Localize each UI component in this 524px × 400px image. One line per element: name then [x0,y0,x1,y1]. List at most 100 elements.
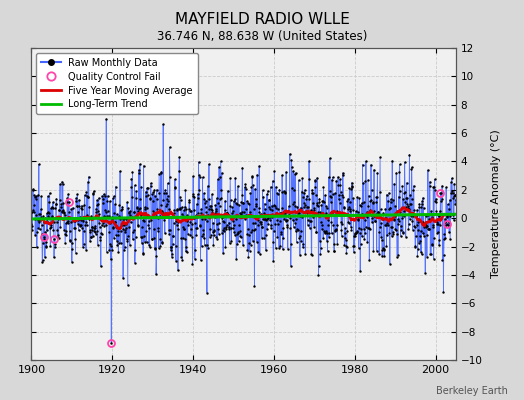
Point [47,224,56,230]
Point [100,223,108,229]
Point [42,239,50,245]
Point [316,209,324,216]
Point [376,154,384,160]
Point [328,210,336,216]
Point [280,188,288,194]
Point [365,226,374,232]
Point [305,158,313,164]
Point [138,224,146,231]
Point [50,254,58,261]
Point [420,232,428,239]
Point [96,236,104,243]
Point [63,220,72,226]
Point [269,238,277,245]
Point [328,230,336,237]
Point [182,244,190,250]
Point [322,238,331,244]
Point [87,213,95,219]
Point [72,203,81,209]
Point [170,210,178,216]
Point [162,201,171,208]
Point [82,189,91,196]
Point [65,198,73,205]
Point [192,224,200,231]
Point [137,240,146,246]
Point [28,209,36,216]
Point [215,203,224,209]
Point [365,225,373,232]
Point [381,222,389,229]
Point [310,223,318,230]
Point [85,226,94,233]
Point [81,192,89,198]
Point [135,170,143,176]
Point [277,209,285,216]
Point [394,220,402,227]
Point [144,192,152,198]
Point [91,222,99,229]
Point [117,228,125,234]
Point [278,204,286,211]
Point [342,242,350,249]
Point [86,234,95,240]
Point [285,203,293,210]
Point [189,173,198,180]
Point [30,202,38,208]
Point [131,247,139,254]
Point [276,210,284,216]
Point [240,214,248,220]
Point [377,234,385,240]
Point [94,200,102,207]
Point [236,233,244,239]
Point [30,192,39,198]
Point [129,209,138,215]
Point [173,206,181,212]
Point [435,208,444,214]
Point [135,196,144,202]
Point [231,196,239,202]
Point [156,213,164,219]
Point [189,192,197,199]
Point [197,206,205,212]
Point [338,192,346,198]
Point [357,226,365,232]
Point [250,225,259,232]
Point [48,214,57,220]
Point [339,170,347,176]
Point [46,190,54,196]
Point [31,212,40,218]
Point [99,200,107,206]
Point [281,189,289,196]
Point [149,208,157,214]
Point [297,204,305,211]
Point [271,245,280,252]
Point [298,175,307,182]
Point [363,214,371,220]
Point [233,230,241,237]
Point [232,216,240,222]
Point [375,250,383,257]
Point [347,186,355,192]
Point [320,198,328,205]
Point [422,232,431,238]
Point [249,182,258,189]
Point [332,177,341,184]
Point [446,236,454,242]
Point [276,218,284,224]
Point [61,231,70,237]
Point [384,198,392,204]
Point [358,233,366,240]
Point [66,228,74,234]
Point [395,169,403,176]
Point [101,222,110,228]
Point [271,212,279,218]
Point [104,208,112,214]
Point [153,206,161,213]
Point [168,240,177,247]
Point [204,196,213,202]
Point [107,243,115,249]
Point [451,200,460,207]
Point [214,231,223,237]
Point [78,202,86,209]
Point [396,209,405,216]
